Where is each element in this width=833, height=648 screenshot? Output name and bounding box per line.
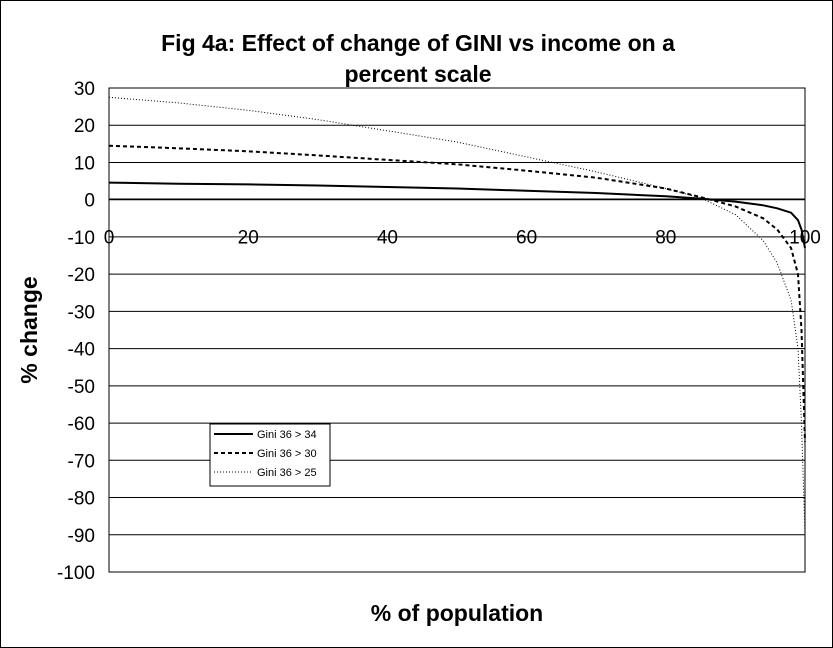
grid-lines xyxy=(109,124,805,536)
y-tick-label: 10 xyxy=(74,153,95,174)
x-tick-label: 60 xyxy=(516,228,537,249)
x-tick-label: 0 xyxy=(104,228,115,249)
x-tick-labels: 0 20 40 60 80 100 xyxy=(104,228,821,249)
x-tick-label: 100 xyxy=(789,228,821,249)
legend-entry-3: Gini 36 > 25 xyxy=(257,467,317,479)
y-tick-label: -100 xyxy=(57,563,95,584)
y-axis-title: % change xyxy=(16,276,42,383)
y-tick-label: -70 xyxy=(68,451,95,472)
chart-title-line-1: Fig 4a: Effect of change of GINI vs inco… xyxy=(161,30,675,56)
y-tick-labels: 30 20 10 0 -10 -20 -30 -40 -50 -60 -70 -80 -90 -100 xyxy=(57,79,95,584)
legend: Gini 36 > 34 Gini 36 > 30 Gini 36 > 25 xyxy=(209,423,331,487)
legend-entry-1: Gini 36 > 34 xyxy=(257,429,317,441)
chart-title-line-2: percent scale xyxy=(344,61,491,87)
series-line-3 xyxy=(108,96,806,535)
plot-area xyxy=(108,87,806,573)
y-tick-label: -20 xyxy=(68,265,95,286)
legend-entry-2: Gini 36 > 30 xyxy=(257,448,317,460)
y-tick-label: -60 xyxy=(68,414,95,435)
x-axis-title: % of population xyxy=(371,600,543,626)
x-tick-label: 40 xyxy=(377,228,398,249)
series-lines xyxy=(108,96,806,535)
series-line-1 xyxy=(108,181,806,249)
y-tick-label: -90 xyxy=(68,526,95,547)
y-tick-label: 0 xyxy=(84,191,95,212)
y-tick-label: 30 xyxy=(74,79,95,100)
y-tick-label: -10 xyxy=(68,228,95,249)
x-tick-label: 80 xyxy=(655,228,676,249)
y-tick-label: -30 xyxy=(68,302,95,323)
x-tick-label: 20 xyxy=(238,228,259,249)
y-tick-label: -40 xyxy=(68,340,95,361)
y-tick-label: -80 xyxy=(68,489,95,510)
y-tick-label: 20 xyxy=(74,116,95,137)
y-tick-label: -50 xyxy=(68,377,95,398)
series-line-2 xyxy=(108,144,806,442)
